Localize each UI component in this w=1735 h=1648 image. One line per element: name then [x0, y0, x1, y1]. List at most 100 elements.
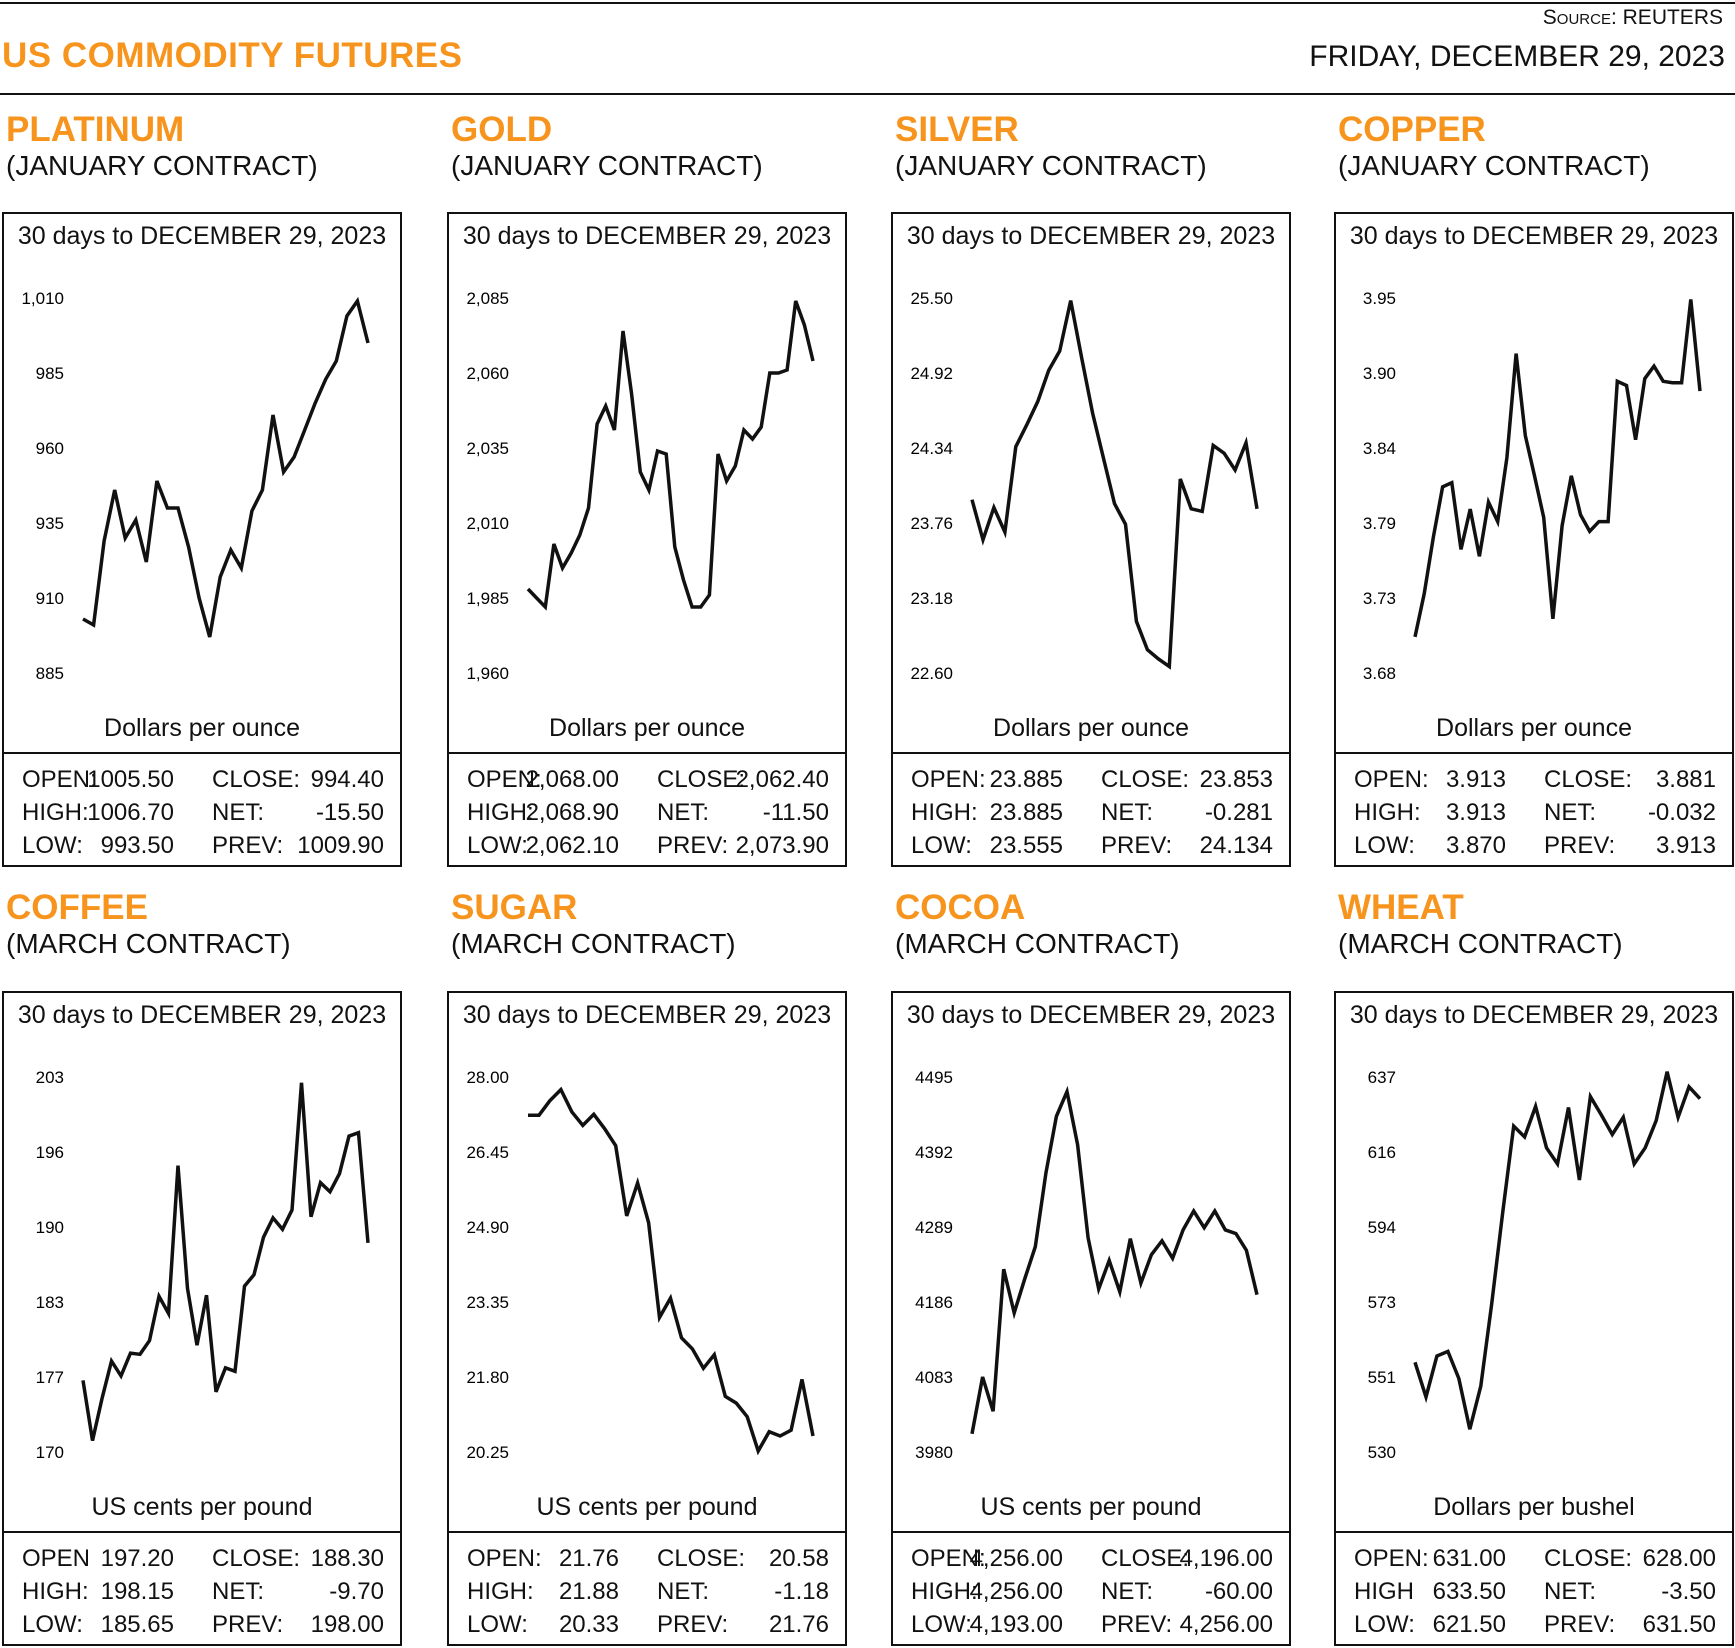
y-tick-label: 25.50: [910, 289, 953, 308]
y-tick-label: 935: [36, 514, 64, 533]
price-line: [1413, 1071, 1702, 1430]
stats-divider: [893, 752, 1289, 754]
contract-label: (MARCH CONTRACT): [6, 928, 291, 959]
stat-label-low: LOW:: [467, 1611, 528, 1638]
y-tick-label: 616: [1368, 1143, 1396, 1162]
y-tick-label: 4392: [915, 1143, 953, 1162]
stats-row: HIGH: 21.88 NET: -1.18: [449, 1578, 845, 1608]
y-tick-label: 4495: [915, 1068, 953, 1087]
stat-label-open: OPEN:: [1354, 1545, 1429, 1572]
commodity-name: SILVER: [895, 110, 1019, 149]
commodity-panel-silver: SILVER (JANUARY CONTRACT) 25.50 24.92 24.3…: [891, 110, 1291, 867]
stats-row: OPEN: 631.00 CLOSE: 628.00: [1336, 1545, 1732, 1575]
line-chart: 637 616 594 573 551 530: [1368, 1068, 1702, 1462]
chart-title: 30 days to DECEMBER 29, 2023: [1349, 1001, 1719, 1029]
stat-label-low: LOW:: [467, 832, 528, 859]
y-tick-label: 3980: [915, 1443, 953, 1462]
y-tick-label: 3.95: [1363, 289, 1396, 308]
stats-divider: [449, 752, 845, 754]
contract-label: (MARCH CONTRACT): [451, 928, 736, 959]
y-tick-label: 4186: [915, 1293, 953, 1312]
stat-value-net: -0.281: [1204, 799, 1273, 826]
stat-label-close: CLOSE:: [212, 766, 301, 793]
contract-label: (MARCH CONTRACT): [895, 928, 1180, 959]
stat-label-close: CLOSE:: [212, 1545, 301, 1572]
commodity-name: PLATINUM: [6, 110, 185, 149]
stat-value-close: 628.00: [1642, 1545, 1716, 1572]
stat-label-low: LOW:: [1354, 832, 1415, 859]
stat-value-high: 1006.70: [87, 799, 174, 826]
y-tick-label: 594: [1368, 1218, 1396, 1237]
stats-row: LOW: 185.65 PREV: 198.00: [4, 1611, 400, 1641]
line-chart: 203 196 190 183 177 170: [36, 1068, 370, 1462]
y-tick-label: 985: [36, 364, 64, 383]
stat-value-open: 2,068.00: [525, 766, 619, 793]
header-rule: [0, 93, 1735, 95]
stat-label-open: OPEN:: [467, 1545, 542, 1572]
stats-row: LOW: 3.870 PREV: 3.913: [1336, 832, 1732, 862]
stat-label-open: OPEN:: [911, 766, 986, 793]
stat-value-prev: 21.76: [768, 1611, 829, 1638]
chart-title: 30 days to DECEMBER 29, 2023: [462, 1001, 832, 1029]
stat-value-net: -1.18: [774, 1578, 829, 1605]
chart-title: 30 days to DECEMBER 29, 2023: [906, 1001, 1276, 1029]
stat-value-open: 631.00: [1432, 1545, 1506, 1572]
source-value: REUTERS: [1622, 6, 1723, 29]
y-tick-label: 2,085: [466, 289, 509, 308]
y-tick-label: 23.35: [466, 1293, 509, 1312]
stat-value-low: 23.555: [989, 832, 1063, 859]
y-tick-label: 885: [36, 664, 64, 683]
stat-value-close: 994.40: [310, 766, 384, 793]
stat-value-close: 20.58: [768, 1545, 829, 1572]
y-axis-unit: Dollars per ounce: [549, 714, 745, 742]
chart-box: 637 616 594 573 551 530 30 days to DECEMBER 2…: [1334, 991, 1734, 1646]
y-tick-label: 24.92: [910, 364, 953, 383]
y-tick-label: 551: [1368, 1368, 1396, 1387]
stat-label-close: CLOSE:: [1544, 766, 1633, 793]
stat-label-low: LOW:: [22, 832, 83, 859]
stat-label-net: NET:: [212, 799, 265, 826]
stats-divider: [1336, 752, 1732, 754]
stats-row: LOW: 2,062.10 PREV: 2,073.90: [449, 832, 845, 862]
stats-divider: [893, 1531, 1289, 1533]
y-tick-label: 203: [36, 1068, 64, 1087]
commodity-name: SUGAR: [451, 888, 578, 927]
commodity-panel-copper: COPPER (JANUARY CONTRACT) 3.95 3.90 3.84 3.…: [1334, 110, 1734, 867]
stat-value-prev: 2,073.90: [735, 832, 829, 859]
stat-label-high: HIGH: [1354, 1578, 1414, 1605]
stat-label-prev: PREV:: [1544, 1611, 1616, 1638]
chart-box: 25.50 24.92 24.34 23.76 23.18 22.60 30 days t…: [891, 212, 1291, 867]
commodity-panel-platinum: PLATINUM (JANUARY CONTRACT) 1,010 985 960 9…: [2, 110, 402, 867]
price-line: [81, 1082, 370, 1441]
stat-label-low: LOW:: [22, 1611, 83, 1638]
y-axis-unit: Dollars per bushel: [1433, 1493, 1635, 1521]
stat-label-net: NET:: [1544, 799, 1597, 826]
chart-box: 28.00 26.45 24.90 23.35 21.80 20.25 30 days t…: [447, 991, 847, 1646]
stat-label-prev: PREV:: [657, 1611, 729, 1638]
stat-value-high: 21.88: [558, 1578, 619, 1605]
y-tick-label: 183: [36, 1293, 64, 1312]
stat-label-net: NET:: [1101, 1578, 1154, 1605]
chart-title: 30 days to DECEMBER 29, 2023: [462, 222, 832, 250]
stats-row: OPEN: 4,256.00 CLOSE: 4,196.00: [893, 1545, 1289, 1575]
stat-value-low: 2,062.10: [525, 832, 619, 859]
y-axis-unit: US cents per pound: [980, 1493, 1202, 1521]
stat-value-prev: 1009.90: [297, 832, 384, 859]
stat-label-high: HIGH:: [22, 1578, 89, 1605]
y-axis-unit: US cents per pound: [91, 1493, 313, 1521]
y-tick-label: 1,010: [21, 289, 64, 308]
commodity-panel-coffee: COFFEE (MARCH CONTRACT) 203 196 190 183 177 1…: [2, 888, 402, 1646]
stat-label-close: CLOSE:: [657, 1545, 746, 1572]
stat-value-net: -15.50: [315, 799, 384, 826]
y-tick-label: 28.00: [466, 1068, 509, 1087]
chart-box: 3.95 3.90 3.84 3.79 3.73 3.68 30 days to DECE…: [1334, 212, 1734, 867]
line-chart: 4495 4392 4289 4186 4083 3980: [915, 1068, 1259, 1462]
stats-divider: [4, 752, 400, 754]
stats-row: OPEN: 23.885 CLOSE: 23.853: [893, 766, 1289, 796]
commodity-name: GOLD: [451, 110, 553, 149]
stat-label-low: LOW:: [911, 1611, 972, 1638]
stat-label-prev: PREV:: [212, 1611, 284, 1638]
page-date: FRIDAY, DECEMBER 29, 2023: [1309, 40, 1725, 73]
stat-value-open: 21.76: [558, 1545, 619, 1572]
stat-value-high: 4,256.00: [969, 1578, 1063, 1605]
